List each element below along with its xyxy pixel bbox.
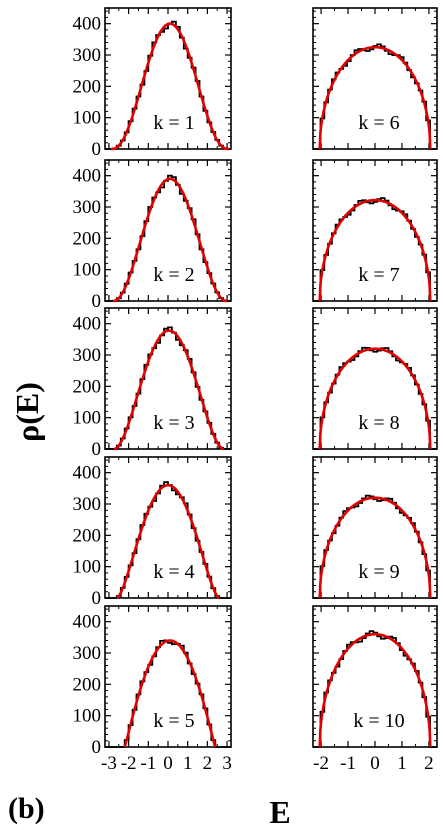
panel-frame [104,456,232,599]
panel-8: k = 8 [312,307,438,450]
y-tick-label: 200 [73,376,102,397]
k-label: k = 6 [358,112,399,134]
panel-frame [312,7,438,150]
x-tick-label: 3 [222,753,232,774]
panel-frame [312,456,438,599]
k-label: k = 3 [153,412,194,434]
y-tick-label: 0 [92,588,102,609]
fit-curve [318,347,432,450]
y-tick-label: 300 [73,494,102,515]
k-label: k = 9 [358,561,399,583]
x-tick-label: -2 [313,753,329,774]
panel-tag: (b) [8,792,45,825]
y-tick-label: 400 [73,14,102,35]
k-label: k = 8 [358,412,399,434]
x-tick-label: -3 [101,753,117,774]
y-tick-label: 400 [73,166,102,187]
y-tick-label: 400 [73,612,102,633]
k-label: k = 1 [153,112,194,134]
panel-3: 0 100 200 300 400 k = 3 [73,307,232,460]
panel-10: -2 -1 0 1 2 k = 10 [312,605,438,774]
panel-9: k = 9 [312,456,438,599]
y-tick-label: 0 [92,439,102,460]
fit-curve [123,639,217,748]
k-label: k = 10 [353,710,404,732]
panel-frame [312,605,438,748]
panel-4: 0 100 200 300 400 k = 4 [73,456,232,609]
k-label: k = 5 [153,710,194,732]
x-tick-label: 0 [370,753,380,774]
y-tick-label: 200 [73,228,102,249]
panel-1: 0 100 200 300 400 k = 1 [73,7,232,160]
y-axis-label: ρ(E) [9,382,45,442]
x-tick-label: 0 [163,753,173,774]
x-tick-label: -1 [340,753,356,774]
y-tick-label: 400 [73,463,102,484]
x-tick-label: 2 [424,753,434,774]
x-tick-label: 1 [183,753,193,774]
fit-curve [318,45,432,150]
y-tick-label: 300 [73,643,102,664]
y-tick-label: 200 [73,674,102,695]
x-tick-label: 1 [397,753,407,774]
y-tick-label: 100 [73,706,102,727]
panel-6: k = 6 [312,7,438,150]
k-label: k = 2 [153,264,194,286]
y-tick-label: 300 [73,345,102,366]
y-tick-label: 100 [73,408,102,429]
k-label: k = 4 [153,561,194,583]
fit-curve [318,198,432,302]
panel-7: k = 7 [312,159,438,302]
fit-curve [116,483,220,600]
y-tick-label: 0 [92,291,102,312]
panel-frame [312,307,438,450]
x-tick-label: -2 [121,753,137,774]
x-tick-label: 2 [203,753,213,774]
x-axis-label: E [269,794,290,830]
panel-frame [312,159,438,302]
y-tick-label: 200 [73,525,102,546]
k-label: k = 7 [358,264,399,286]
y-tick-label: 300 [73,197,102,218]
fit-curve [113,329,225,451]
y-tick-label: 0 [92,139,102,160]
y-tick-label: 200 [73,76,102,97]
y-tick-label: 400 [73,314,102,335]
y-tick-label: 100 [73,557,102,578]
fit-curve [110,22,229,151]
fit-curve [318,632,432,748]
x-tick-label: -1 [140,753,156,774]
panel-2: 0 100 200 300 400 k = 2 [73,159,232,312]
fit-curve [112,177,228,303]
fit-curve [318,496,432,599]
y-tick-label: 100 [73,260,102,281]
y-tick-label: 100 [73,108,102,129]
y-tick-label: 300 [73,45,102,66]
y-tick-label: 0 [92,737,102,758]
